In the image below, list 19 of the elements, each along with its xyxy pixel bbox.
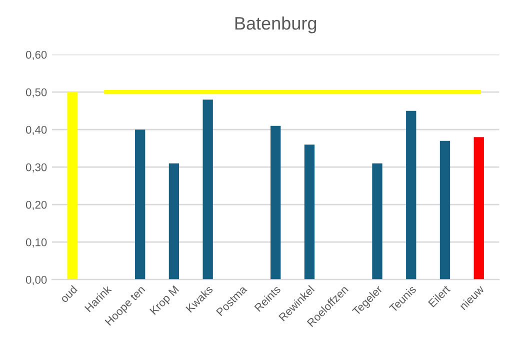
bar: [474, 137, 484, 280]
y-tick-label: 0,40: [26, 126, 47, 136]
bar: [304, 144, 315, 280]
bar: [202, 100, 213, 280]
bar: [67, 92, 78, 280]
bar: [270, 126, 281, 280]
x-tick-label: oud: [60, 284, 78, 304]
bar: [135, 130, 146, 280]
bar: [440, 140, 450, 280]
y-tick-label: 0,50: [26, 88, 47, 98]
y-tick-label: 0,20: [26, 200, 47, 210]
y-tick-label: 0,10: [26, 238, 47, 248]
bar: [168, 163, 180, 280]
y-tick-label: 0,30: [26, 163, 47, 173]
chart-title: Batenburg: [235, 16, 316, 34]
y-tick-label: 0,00: [26, 276, 47, 286]
y-tick-label: 0,60: [26, 50, 47, 60]
bar: [406, 110, 416, 280]
bar: [372, 163, 382, 280]
